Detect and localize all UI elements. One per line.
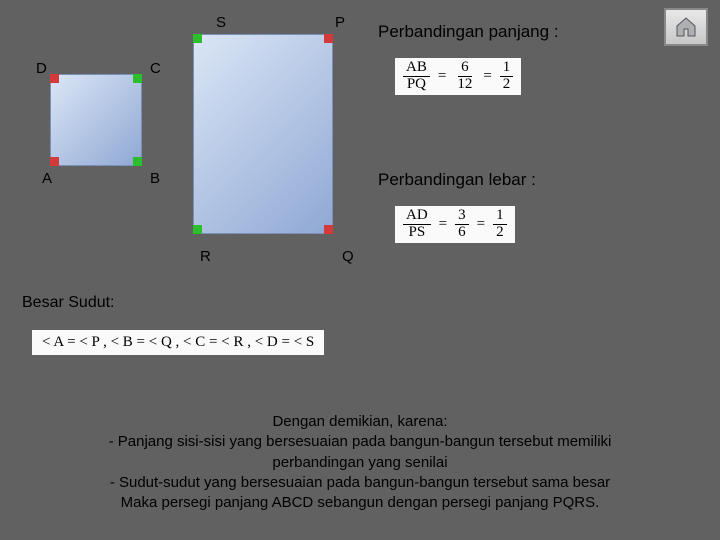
num: AD bbox=[403, 208, 431, 225]
heading-ratio-width: Perbandingan lebar : bbox=[378, 170, 536, 190]
corner-r bbox=[193, 225, 202, 234]
corner-q bbox=[324, 225, 333, 234]
label-r: R bbox=[200, 248, 211, 265]
den: PQ bbox=[404, 77, 429, 93]
equals: = bbox=[477, 216, 485, 233]
label-a: A bbox=[42, 170, 52, 187]
corner-b bbox=[133, 157, 142, 166]
heading-angle: Besar Sudut: bbox=[22, 294, 115, 312]
conclusion-line: Maka persegi panjang ABCD sebangun denga… bbox=[24, 493, 696, 513]
conclusion-line: Dengan demikian, karena: bbox=[24, 412, 696, 432]
den: 2 bbox=[493, 225, 507, 241]
eq-ratio-width: AD PS = 3 6 = 1 2 bbox=[395, 206, 515, 243]
conclusion-line: - Sudut-sudut yang bersesuaian pada bang… bbox=[24, 473, 696, 493]
den: 12 bbox=[454, 77, 475, 93]
frac-3-6: 3 6 bbox=[455, 208, 469, 241]
frac-1-2b: 1 2 bbox=[493, 208, 507, 241]
rectangle-pqrs bbox=[193, 34, 333, 234]
heading-ratio-length: Perbandingan panjang : bbox=[378, 22, 559, 42]
den: 2 bbox=[500, 77, 514, 93]
home-button[interactable] bbox=[664, 8, 708, 46]
num: 6 bbox=[458, 60, 472, 77]
den: 6 bbox=[455, 225, 469, 241]
corner-a bbox=[50, 157, 59, 166]
conclusion-block: Dengan demikian, karena: - Panjang sisi-… bbox=[0, 412, 720, 513]
label-d: D bbox=[36, 60, 47, 77]
rectangle-abcd bbox=[50, 74, 142, 166]
eq-angles: < A = < P , < B = < Q , < C = < R , < D … bbox=[32, 330, 324, 355]
num: 1 bbox=[493, 208, 507, 225]
label-s: S bbox=[216, 14, 226, 31]
frac-ab-pq: AB PQ bbox=[403, 60, 430, 93]
equals: = bbox=[438, 68, 446, 85]
den: PS bbox=[405, 225, 428, 241]
corner-s bbox=[193, 34, 202, 43]
frac-ad-ps: AD PS bbox=[403, 208, 431, 241]
slide-stage: S P R Q D C A B Perbandingan panjang : P… bbox=[0, 0, 720, 540]
label-b: B bbox=[150, 170, 160, 187]
label-c: C bbox=[150, 60, 161, 77]
frac-1-2: 1 2 bbox=[500, 60, 514, 93]
frac-6-12: 6 12 bbox=[454, 60, 475, 93]
equals: = bbox=[439, 216, 447, 233]
corner-d bbox=[50, 74, 59, 83]
corner-p bbox=[324, 34, 333, 43]
equals: = bbox=[483, 68, 491, 85]
label-q: Q bbox=[342, 248, 354, 265]
num: AB bbox=[403, 60, 430, 77]
conclusion-line: perbandingan yang senilai bbox=[24, 453, 696, 473]
corner-c bbox=[133, 74, 142, 83]
num: 3 bbox=[455, 208, 469, 225]
conclusion-line: - Panjang sisi-sisi yang bersesuaian pad… bbox=[24, 432, 696, 452]
home-icon bbox=[673, 15, 699, 39]
eq-ratio-length: AB PQ = 6 12 = 1 2 bbox=[395, 58, 521, 95]
num: 1 bbox=[500, 60, 514, 77]
label-p: P bbox=[335, 14, 345, 31]
